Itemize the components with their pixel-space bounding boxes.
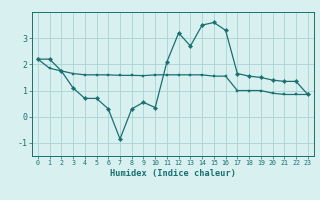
X-axis label: Humidex (Indice chaleur): Humidex (Indice chaleur) — [110, 169, 236, 178]
